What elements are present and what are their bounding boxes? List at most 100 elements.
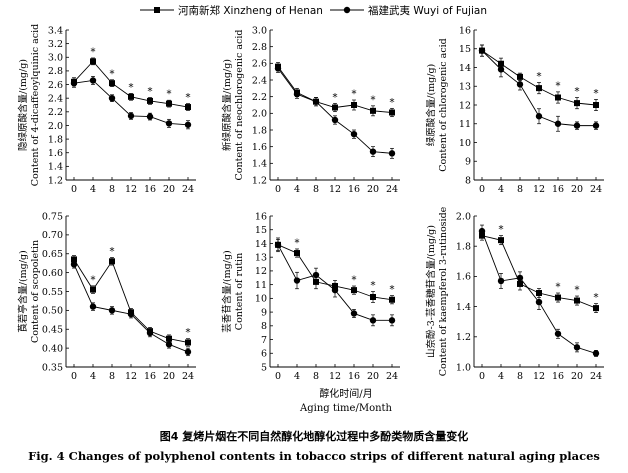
data-point (71, 256, 77, 263)
y-tick-label: 2.4 (252, 75, 267, 86)
x-tick-label: 16 (144, 371, 156, 382)
chart-panel-2: 1.2 1.4 1.6 1.8 2.0 2.2 2.4 2.6 2.8 3.0 0 4 8 12 16 20 2… (221, 25, 400, 195)
y-tick-label: 2.0 (48, 121, 63, 132)
data-point (89, 77, 97, 84)
legend-fujian: 福建武夷 Wuyi of Fujian (330, 4, 487, 17)
y-tick-label: 0.60 (42, 268, 63, 279)
data-point (274, 241, 282, 249)
y-tick-label: 1.8 (48, 134, 63, 145)
y-tick-label: 0.65 (42, 249, 63, 260)
y-tick-label: 2.8 (48, 66, 63, 77)
data-point (331, 286, 339, 294)
y-tick-label: 2.2 (252, 92, 267, 103)
significance-mark: * (352, 275, 357, 286)
x-tick-label: 4 (498, 184, 504, 195)
data-point (184, 348, 192, 356)
data-point (185, 104, 191, 111)
y-tick-label: 0.75 (42, 211, 63, 222)
legend-henan-marker (154, 7, 160, 13)
x-tick-label: 4 (294, 184, 300, 195)
y-tick-label: 2.6 (48, 80, 63, 91)
x-tick-label: 12 (329, 371, 341, 382)
significance-mark: * (594, 88, 599, 99)
significance-mark: * (129, 82, 134, 93)
data-point (294, 250, 300, 257)
data-point (70, 261, 78, 268)
y-tick-label: 1.0 (456, 362, 471, 373)
significance-mark: * (110, 69, 115, 80)
x-tick-label: 0 (275, 184, 281, 195)
data-point (516, 274, 524, 282)
chart-panel-4: 0.350.400.450.500.550.600.650.700.750 4 8 1… (17, 211, 196, 382)
data-point (127, 310, 135, 318)
xlabel-cn: 醇化时间/月 (319, 387, 372, 400)
significance-mark: * (556, 282, 561, 293)
significance-mark: * (594, 293, 599, 304)
legend-henan-label: 河南新郑 Xinzheng of Henan (178, 4, 323, 17)
data-point (592, 350, 600, 357)
y-tick-label: 2.2 (48, 107, 63, 118)
x-tick-label: 0 (275, 371, 281, 382)
x-tick-label: 24 (182, 184, 194, 195)
y-tick-label: 1.2 (456, 332, 471, 343)
data-point (108, 94, 116, 102)
chart-panel-1: 1.21.41.61.82.02.22.42.62.83.03.23.40 4 8 1… (17, 24, 196, 195)
xlabel-en: Aging time/Month (299, 403, 393, 414)
series-fujian (478, 224, 600, 357)
y-tick-label: 14 (255, 239, 267, 250)
significance-mark: * (556, 81, 561, 92)
data-point (554, 120, 562, 127)
x-tick-label: 20 (163, 184, 175, 195)
data-point (70, 79, 78, 87)
data-point (516, 81, 524, 88)
data-point (350, 310, 358, 317)
y-tick-label: 1.4 (48, 162, 63, 173)
legend-fujian-marker (343, 6, 351, 14)
data-point (312, 98, 320, 105)
y-tick-label: 10 (459, 138, 471, 149)
significance-mark: * (575, 285, 580, 296)
y-tick-label: 1.2 (252, 175, 267, 186)
data-point (389, 109, 395, 116)
data-point (535, 298, 543, 306)
x-tick-label: 8 (313, 184, 319, 195)
significance-mark: * (371, 95, 376, 106)
x-tick-label: 8 (109, 371, 115, 382)
legend: 河南新郑 Xinzheng of Henan 福建武夷 Wuyi of Fuji… (140, 4, 487, 17)
data-point (274, 65, 282, 72)
significance-mark: * (186, 93, 191, 104)
y-axis-label-en: Content of rutin (234, 253, 245, 330)
data-point (370, 107, 376, 114)
y-axis-label-cn: 山奈酚-3-芸香糖苷含量/(mg/g) (425, 225, 437, 358)
y-tick-label: 1.6 (456, 272, 471, 283)
data-point (388, 317, 396, 324)
data-point (293, 277, 301, 284)
data-point (332, 104, 338, 111)
significance-mark: * (110, 247, 115, 258)
data-point (350, 130, 358, 138)
caption-cn: 图4 复烤片烟在不同自然醇化地醇化过程中多酚类物质含量变化 (160, 429, 468, 443)
data-point (478, 47, 486, 54)
significance-mark: * (537, 72, 542, 83)
data-point (351, 287, 357, 294)
data-point (109, 258, 115, 265)
y-tick-label: 3.4 (48, 25, 63, 36)
x-tick-label: 24 (590, 184, 602, 195)
y-tick-label: 11 (255, 280, 267, 291)
x-tick-label: 8 (313, 371, 319, 382)
significance-mark: * (91, 47, 96, 58)
data-point (331, 116, 339, 124)
series-line (73, 259, 189, 343)
y-axis-label-en: Content of 4-dicaffeoylquinic acid (30, 24, 41, 186)
x-tick-label: 20 (163, 371, 175, 382)
x-tick-label: 20 (571, 371, 583, 382)
significance-mark: * (91, 275, 96, 286)
significance-mark: * (390, 97, 395, 108)
y-tick-label: 8 (465, 175, 471, 186)
data-point (127, 112, 135, 120)
significance-mark: * (352, 89, 357, 100)
y-tick-label: 2.6 (252, 59, 267, 70)
y-axis-label-cn: 隐绿原酸含量/(mg/g) (17, 59, 29, 151)
chart-panel-5: 5 6 7 8 9 10 11 12 13 14 15 16 0 4 8 12 16 20 24 芸香苷含量/(mg/… (221, 211, 400, 382)
x-tick-label: 12 (533, 371, 545, 382)
